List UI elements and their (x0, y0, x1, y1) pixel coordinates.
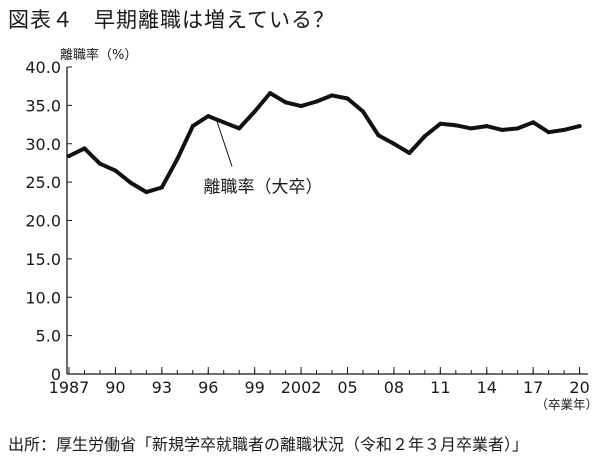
y-tick-label: 0 (51, 365, 61, 384)
x-tick-label: 99 (244, 378, 264, 397)
x-tick-label: 05 (337, 378, 357, 397)
data-point (484, 124, 489, 129)
data-point (562, 127, 567, 132)
data-point (237, 126, 242, 131)
source-note: 出所：厚生労働省「新規学卒就職者の離職状況（令和２年３月卒業者）」 (8, 435, 529, 454)
data-point (453, 123, 458, 128)
data-point (268, 91, 273, 96)
data-point (128, 180, 133, 185)
y-tick-label: 35.0 (25, 96, 61, 115)
x-axis: 1987 90 93 96 99 2002 05 08 11 14 17 20 (49, 367, 590, 397)
data-point (82, 146, 87, 151)
data-point (206, 114, 211, 119)
data-point (283, 100, 288, 105)
data-point (531, 120, 536, 125)
y-axis: 0 5.0 10.0 15.0 20.0 25.0 30.0 35.0 40.0 (25, 58, 72, 384)
data-point (159, 185, 164, 190)
data-point (407, 150, 412, 155)
data-point (438, 121, 443, 126)
data-point (314, 99, 319, 104)
data-point (391, 141, 396, 146)
y-tick-label: 5.0 (36, 327, 61, 346)
data-point (376, 133, 381, 138)
figure-title-text: 早期離職は増えている？ (94, 8, 335, 32)
x-tick-label: 96 (198, 378, 218, 397)
data-point (144, 190, 149, 195)
x-tick-label: 90 (105, 378, 125, 397)
data-point (252, 109, 257, 114)
y-axis-label: 離職率（%） (60, 47, 137, 63)
data-point (577, 124, 582, 129)
y-tick-label: 30.0 (25, 135, 61, 154)
x-tick-label: 93 (152, 378, 172, 397)
data-point (515, 126, 520, 131)
data-point (67, 154, 71, 159)
annotation-label: 離職率（大卒） (203, 177, 322, 197)
x-tick-label: 20 (569, 378, 589, 397)
data-point (113, 168, 118, 173)
series-line (67, 91, 582, 195)
data-point (422, 134, 427, 139)
data-point (546, 130, 551, 135)
y-tick-label: 10.0 (25, 288, 61, 307)
y-tick-label: 20.0 (25, 212, 61, 231)
data-point (500, 127, 505, 132)
x-tick-label: 1987 (49, 378, 90, 397)
x-tick-label: 08 (384, 378, 404, 397)
annotation-leader-line (215, 118, 233, 167)
figure-title: 図表４ 早期離職は増えている？ (8, 4, 335, 34)
figure-number: 図表４ (8, 8, 74, 32)
x-tick-label: 17 (523, 378, 543, 397)
data-point (97, 161, 102, 166)
data-point (469, 126, 474, 131)
data-point (190, 124, 195, 129)
data-point (345, 96, 350, 101)
data-point (299, 104, 304, 109)
series-layer (67, 91, 582, 195)
x-tick-label: 2002 (281, 378, 322, 397)
x-tick-label: 14 (477, 378, 497, 397)
y-tick-label: 40.0 (25, 58, 61, 77)
y-tick-label: 25.0 (25, 173, 61, 192)
data-point (175, 157, 180, 162)
annotation-layer: 離職率（大卒） (203, 118, 322, 197)
x-tick-label: 11 (430, 378, 450, 397)
data-point (360, 109, 365, 114)
y-tick-label: 15.0 (25, 250, 61, 269)
data-point (330, 93, 335, 98)
data-point (221, 120, 226, 125)
x-axis-label: （卒業年） (535, 397, 598, 412)
